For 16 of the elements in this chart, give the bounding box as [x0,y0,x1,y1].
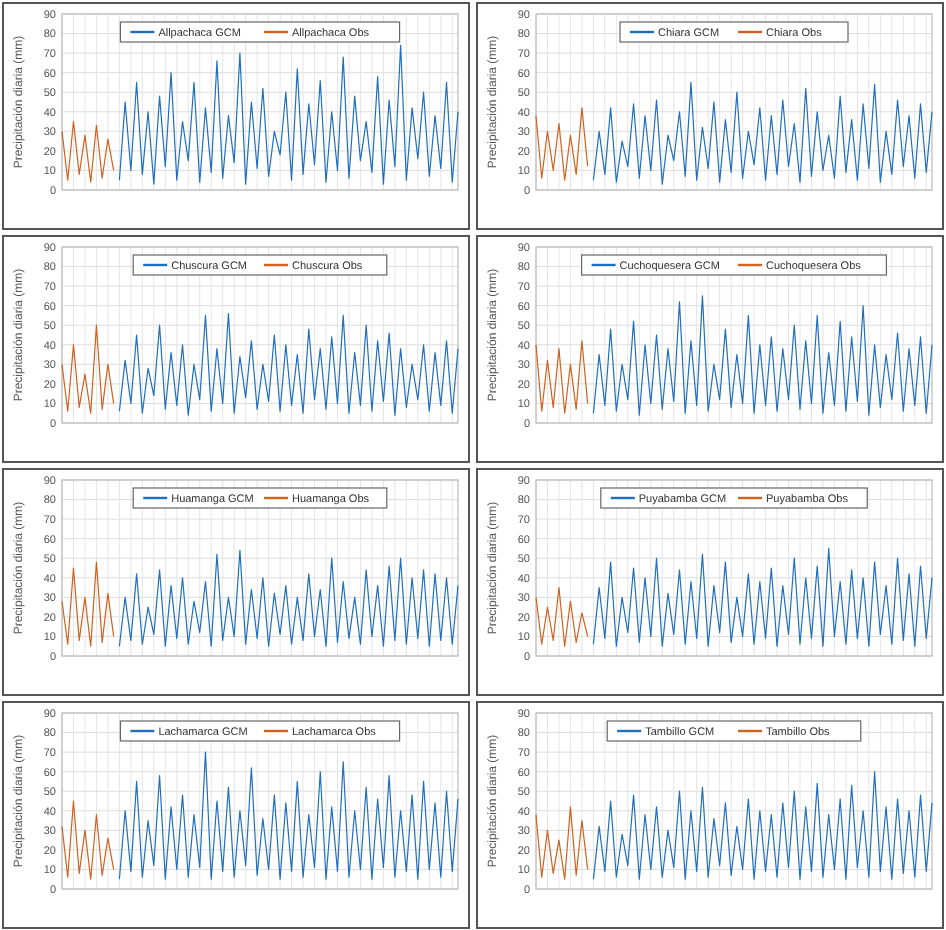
line-series [61,120,115,183]
line-series [118,549,459,647]
line-series [592,81,933,185]
line-series [61,324,115,414]
line-series [592,547,933,647]
line-series [118,312,459,416]
line-series [592,295,933,416]
line-series [535,806,589,880]
line-series [61,800,115,880]
line-series [118,751,459,880]
line-series [535,586,589,647]
line-series [118,44,459,185]
line-series [535,107,589,181]
line-series [592,771,933,880]
line-series [61,561,115,647]
line-series [535,340,589,414]
